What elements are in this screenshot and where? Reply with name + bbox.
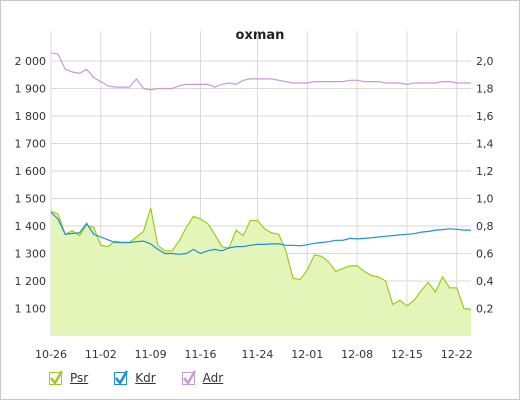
x-tick-label: 12-01 (291, 348, 323, 361)
x-tick-label: 12-22 (441, 348, 473, 361)
legend: Psr Kdr Adr (49, 369, 249, 385)
legend-label-kdr: Kdr (135, 371, 156, 385)
y-left-tick-label: 2 000 (15, 55, 47, 68)
legend-item-kdr[interactable]: Kdr (114, 369, 156, 385)
chart-title: oxman (236, 28, 285, 43)
y-left-tick-label: 1 700 (15, 138, 47, 151)
check-icon (181, 369, 196, 385)
check-icon (49, 369, 63, 385)
legend-item-psr[interactable]: Psr (49, 369, 89, 385)
y-right-tick-label: 0,4 (476, 275, 494, 288)
y-left-tick-label: 1 900 (15, 83, 47, 96)
series-area-psr (51, 208, 471, 336)
y-right-tick-label: 1,6 (476, 110, 494, 123)
x-tick-label: 11-24 (241, 348, 273, 361)
x-tick-label: 10-26 (35, 348, 67, 361)
x-tick-label: 11-02 (85, 348, 117, 361)
y-right-tick-label: 0,6 (476, 248, 494, 261)
x-tick-label: 12-08 (341, 348, 373, 361)
y-left-tick-label: 1 600 (15, 165, 47, 178)
series-line-adr (50, 52, 471, 91)
y-right-tick-label: 2,0 (476, 55, 494, 68)
x-tick-label: 12-15 (391, 348, 423, 361)
y-left-tick-label: 1 500 (15, 193, 47, 206)
y-left-tick-label: 1 200 (15, 275, 47, 288)
legend-label-adr: Adr (202, 371, 224, 385)
series-line-kdr (50, 211, 471, 255)
y-right-tick-label: 0,2 (476, 303, 494, 316)
legend-label-psr: Psr (70, 371, 89, 385)
check-icon (114, 369, 129, 385)
y-right-tick-label: 1,0 (476, 193, 494, 206)
legend-item-adr[interactable]: Adr (181, 369, 224, 385)
y-left-tick-label: 1 800 (15, 110, 47, 123)
y-left-tick-label: 1 300 (15, 248, 47, 261)
x-tick-label: 11-16 (185, 348, 217, 361)
y-right-tick-label: 1,4 (476, 138, 494, 151)
y-right-tick-label: 1,2 (476, 165, 494, 178)
y-right-tick-label: 0,8 (476, 220, 494, 233)
y-left-tick-label: 1 400 (15, 220, 47, 233)
x-tick-label: 11-09 (135, 348, 167, 361)
y-right-tick-label: 1,8 (476, 83, 494, 96)
y-left-tick-label: 1 100 (15, 303, 47, 316)
